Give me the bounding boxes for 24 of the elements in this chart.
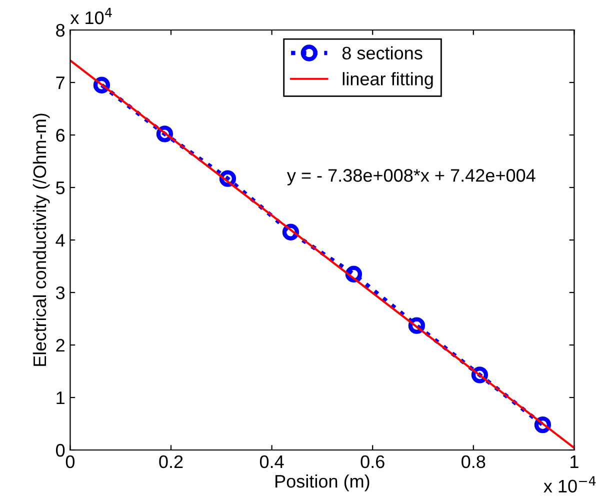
y-tick-label: 8 [56,24,65,37]
legend-label: linear fitting [342,72,433,89]
y-tick-label: 7 [56,76,64,90]
x-tick-label: 0.6 [360,455,384,468]
x-tick-label: 0.4 [260,455,284,468]
y-tick-label: 0 [56,444,65,457]
annotation: y = - 7.38e+008*x + 7.42e+004 [286,169,536,186]
point [408,317,426,334]
y-tick-label: 1 [56,392,64,404]
x-tick-label: 0.8 [462,455,486,468]
x-tick-label: 0 [66,455,75,468]
y-tick-label: 2 [56,338,64,352]
text: x 10$^{−4}$ [544,476,596,493]
y-tick-label: 3 [56,286,65,300]
x-tick-label: 1 [570,456,578,468]
text: x 10$^{4}$ [70,8,112,24]
y-tick-label: 5 [56,182,65,194]
legend-label: 8 sections [342,46,422,60]
y-axis-title: Electrical conductivity (/Ohm-m) [32,114,50,366]
y-tick-label: 4 [56,234,65,247]
point [219,170,236,187]
x-tick-label: 0.2 [159,455,183,468]
y-tick-label: 6 [56,128,65,142]
x-axis-title: Position (m) [276,474,370,492]
